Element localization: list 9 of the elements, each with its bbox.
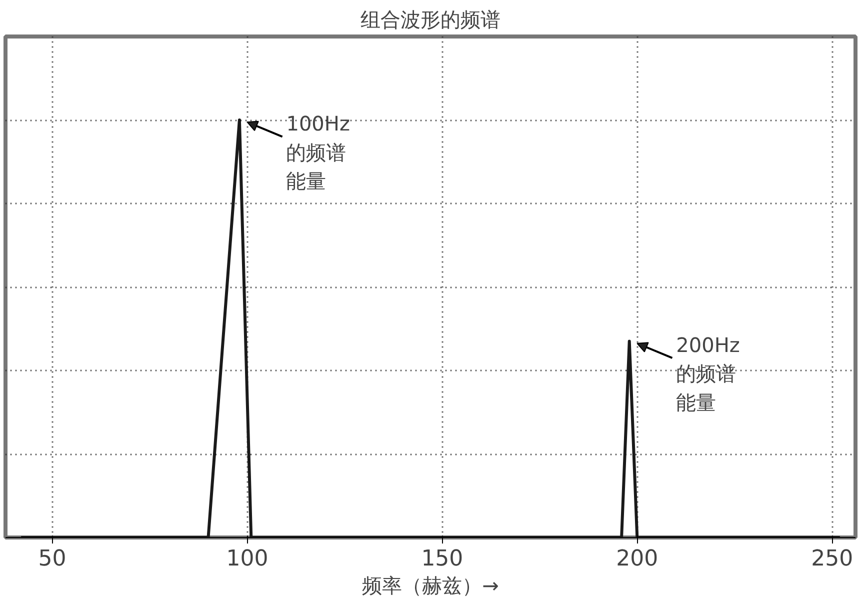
x-tick-label: 250 xyxy=(811,546,854,572)
chart-title: 组合波形的频谱 xyxy=(360,8,500,32)
x-tick-label: 100 xyxy=(226,546,268,572)
x-tick-label: 150 xyxy=(421,546,464,572)
x-tick-label: 50 xyxy=(38,546,66,572)
annotation: 200Hz的频谱能量 xyxy=(676,332,740,415)
x-tick-label: 200 xyxy=(616,546,658,572)
x-axis-title: 频率（赫兹）→ xyxy=(362,574,499,598)
annotation: 100Hz的频谱能量 xyxy=(286,112,350,194)
